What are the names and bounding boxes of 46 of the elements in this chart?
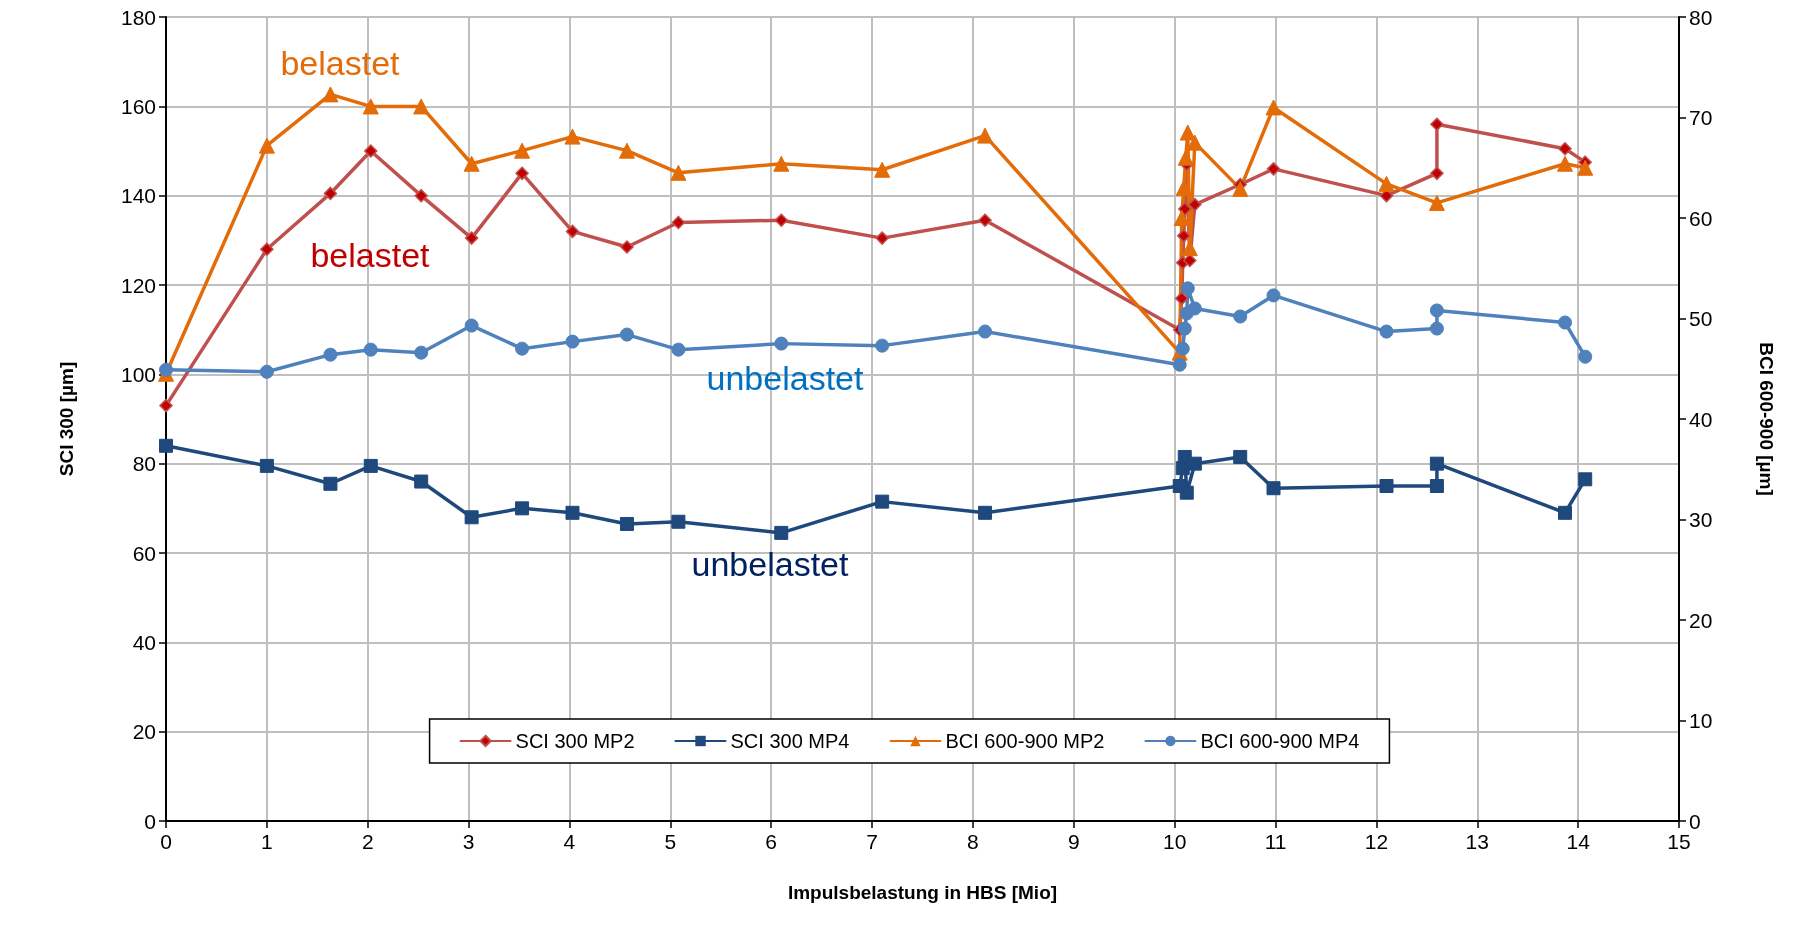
legend-label: BCI 600-900 MP2: [945, 730, 1105, 752]
x-tick-label: 13: [1465, 830, 1489, 853]
x-axis-title: Impulsbelastung in HBS [Mio]: [787, 882, 1058, 903]
y-tick-label: 180: [120, 5, 156, 29]
y-tick-label: 140: [120, 184, 156, 208]
y2-tick-label: 40: [1689, 407, 1713, 431]
x-tick-label: 4: [563, 830, 576, 853]
x-tick-label: 7: [866, 830, 878, 853]
y2-tick-label: 80: [1689, 5, 1713, 29]
y-tick-label: 80: [132, 452, 156, 476]
annotation: belastet: [310, 236, 431, 274]
y2-tick-label: 60: [1689, 206, 1713, 230]
x-tick-label: 5: [664, 830, 677, 853]
x-tick-label: 3: [462, 830, 475, 853]
y2-tick-label: 70: [1689, 106, 1713, 129]
x-tick-label: 11: [1264, 830, 1287, 853]
y-tick-label: 160: [120, 94, 156, 118]
y2-tick-label: 30: [1689, 508, 1713, 531]
y-tick-label: 100: [120, 362, 156, 386]
x-tick-label: 10: [1162, 830, 1187, 853]
legend-label: BCI 600-900 MP4: [1200, 730, 1360, 752]
legend-label: SCI 300 MP4: [730, 730, 850, 752]
y-tick-label: 40: [132, 630, 156, 654]
x-tick-label: 1: [261, 830, 273, 853]
annotation: unbelastet: [691, 545, 849, 583]
annotation: unbelastet: [706, 359, 864, 397]
y-tick-label: 20: [132, 720, 156, 744]
y2-tick-label: 10: [1689, 709, 1713, 732]
legend-label: SCI 300 MP2: [515, 730, 635, 752]
y2-axis-title: BCI 600-900 [µm]: [1756, 342, 1777, 496]
x-tick-label: 2: [361, 830, 374, 853]
y2-tick-label: 0: [1689, 809, 1701, 833]
x-tick-label: 0: [160, 830, 172, 853]
x-tick-label: 14: [1566, 830, 1591, 853]
x-tick-label: 12: [1364, 830, 1389, 853]
annotation: belastet: [280, 44, 401, 82]
y-tick-label: 60: [132, 541, 156, 565]
x-tick-label: 6: [765, 830, 778, 853]
x-tick-label: 9: [1067, 830, 1080, 853]
y-tick-label: 120: [120, 273, 156, 297]
x-tick-label: 15: [1667, 830, 1691, 853]
y-tick-label: 0: [144, 809, 156, 833]
y-axis-title: SCI 300 [µm]: [56, 361, 77, 477]
x-tick-label: 8: [967, 830, 979, 853]
y2-tick-label: 50: [1689, 307, 1713, 330]
y2-tick-label: 20: [1689, 608, 1713, 632]
